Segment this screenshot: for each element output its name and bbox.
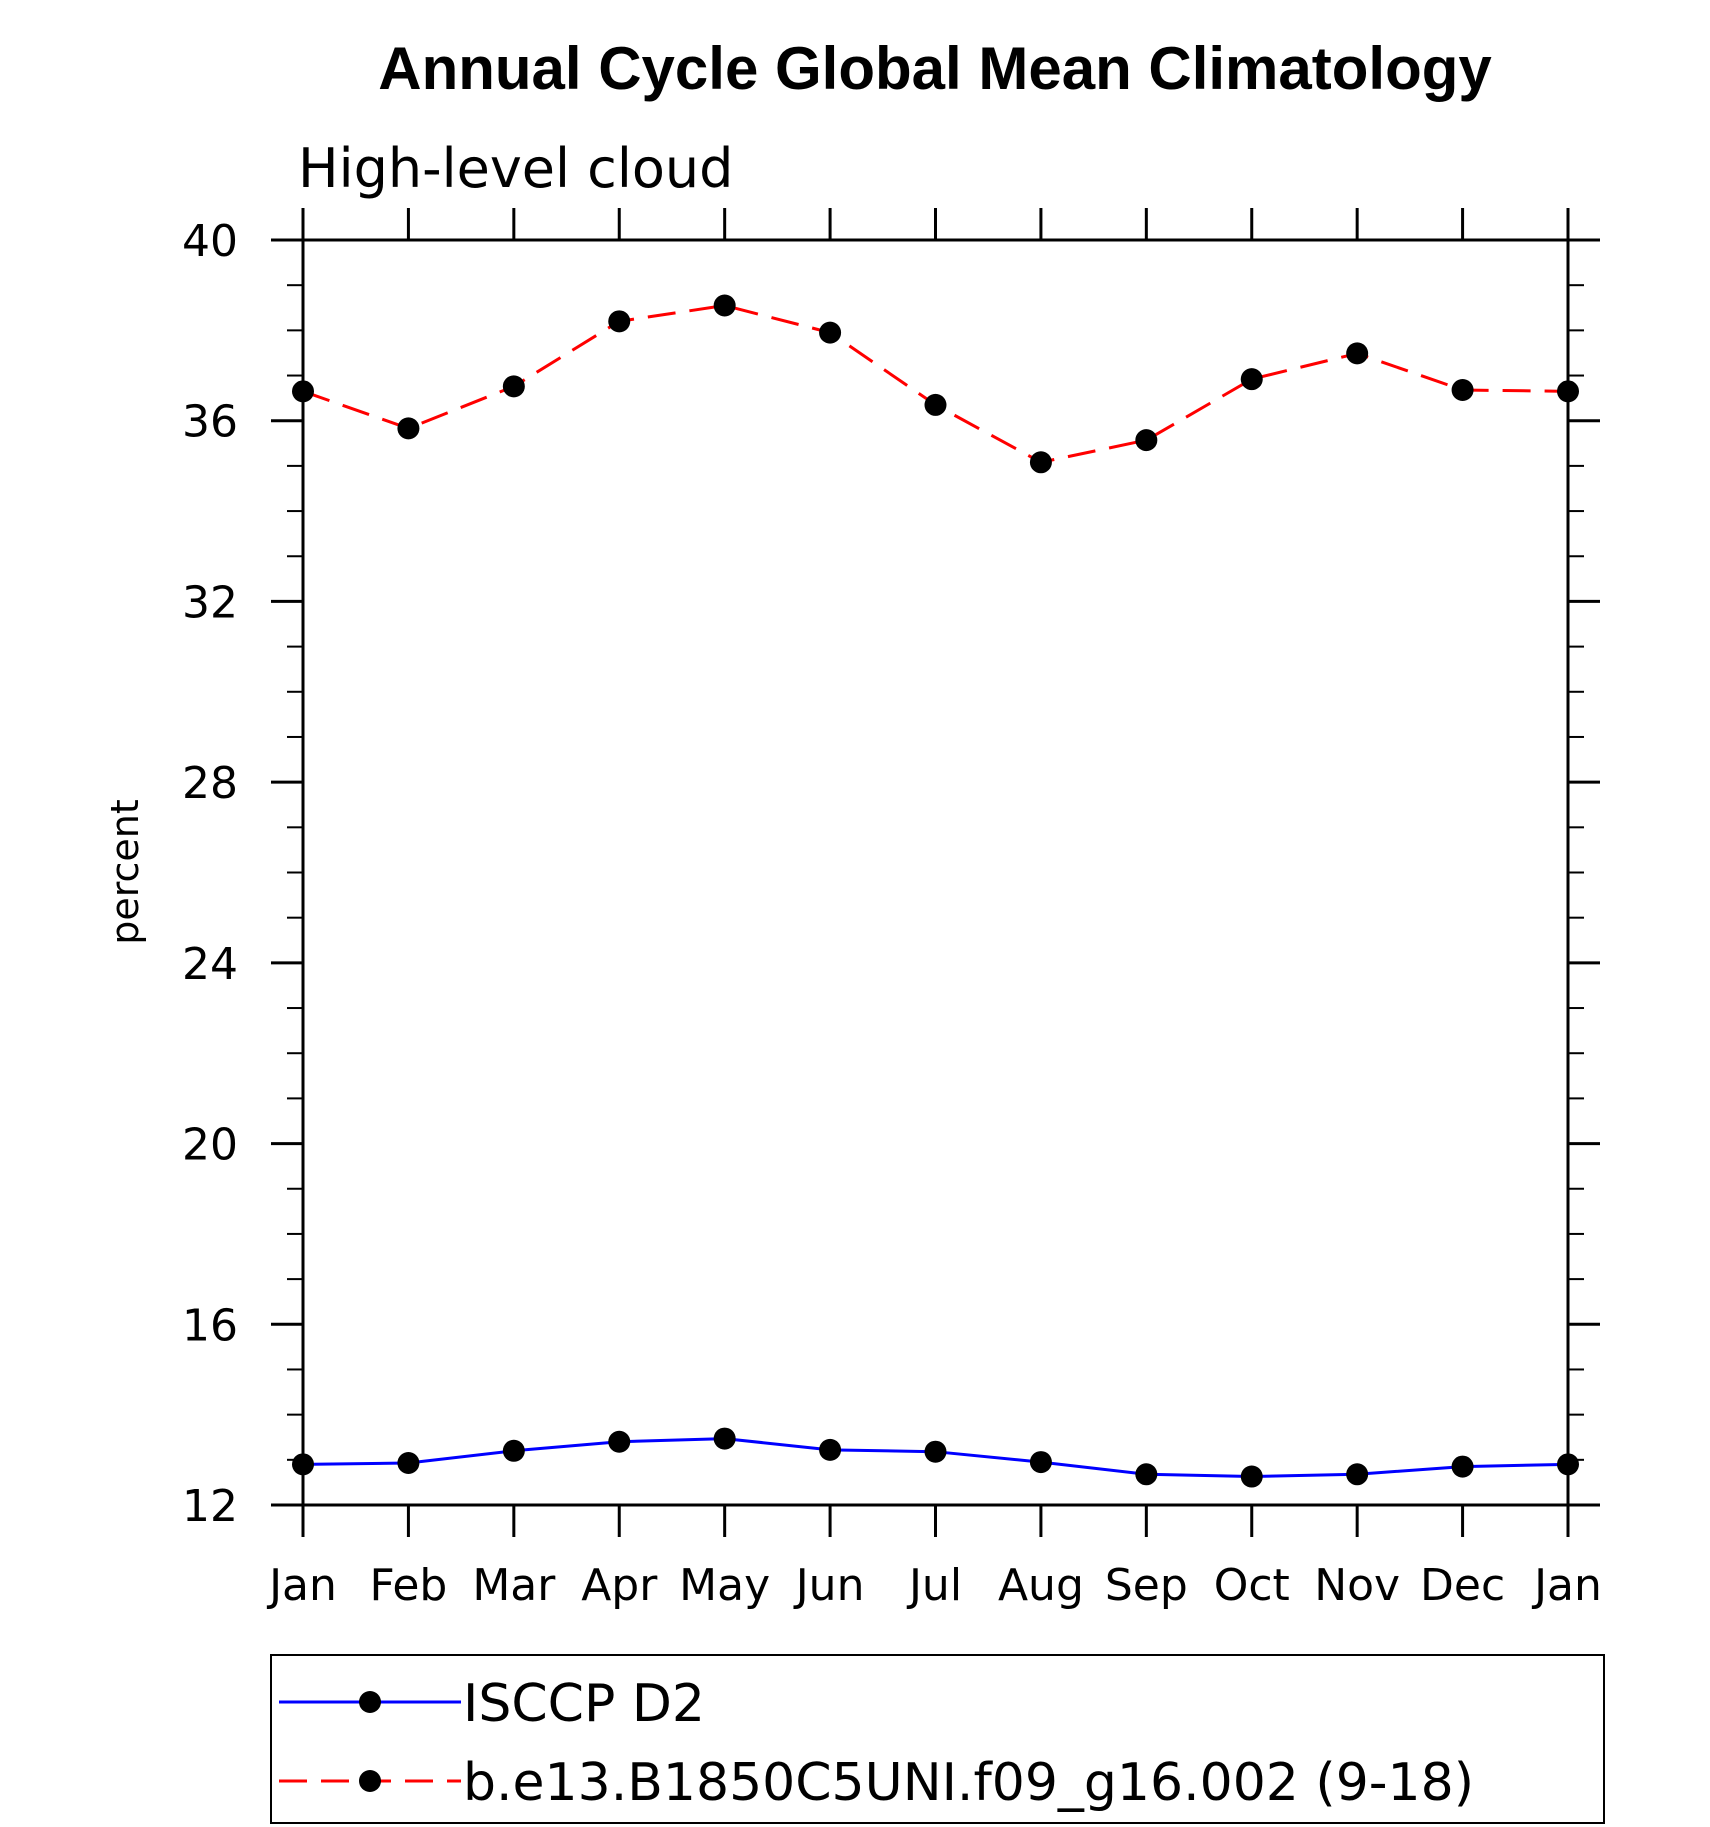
series-line <box>302 303 1569 464</box>
data-point <box>397 417 420 440</box>
legend-marker <box>359 1770 381 1792</box>
y-tick-label: 20 <box>182 1120 238 1171</box>
data-point <box>1135 1463 1158 1486</box>
x-tick-label: Jul <box>906 1560 962 1611</box>
x-tick-label: Sep <box>1105 1560 1188 1611</box>
data-point <box>819 321 842 344</box>
x-tick-label: Jan <box>1531 1560 1602 1611</box>
data-point <box>819 1438 842 1461</box>
y-tick-label: 24 <box>182 939 238 990</box>
y-tick-label: 12 <box>182 1481 238 1532</box>
data-point <box>292 1453 314 1476</box>
y-tick-label: 36 <box>182 397 238 448</box>
data-point <box>397 1451 420 1474</box>
y-tick-label: 32 <box>182 577 238 628</box>
data-point <box>1557 1453 1579 1476</box>
legend-label: b.e13.B1850C5UNI.f09_g16.002 (9-18) <box>463 1753 1474 1813</box>
plot-frame <box>301 238 1570 1507</box>
y-tick-label: 16 <box>182 1300 238 1351</box>
data-point <box>1029 451 1052 474</box>
x-tick-label: Aug <box>998 1560 1084 1611</box>
legend: ISCCP D2 b.e13.B1850C5UNI.f09_g16.002 (9-… <box>270 1654 1605 1824</box>
data-point <box>924 1440 947 1463</box>
data-point <box>1346 342 1369 365</box>
y-tick-label: 40 <box>182 216 238 267</box>
x-tick-label: Feb <box>369 1560 447 1611</box>
plot-border <box>301 238 1570 1507</box>
chart-title: Annual Cycle Global Mean Climatology <box>378 35 1492 102</box>
x-tick-label: May <box>679 1560 770 1611</box>
data-point <box>608 1430 631 1453</box>
legend-marker <box>359 1691 381 1713</box>
data-point <box>1451 378 1474 401</box>
data-point <box>1557 380 1579 403</box>
data-point <box>713 294 736 317</box>
legend-box <box>270 1654 1605 1824</box>
data-point <box>292 380 314 403</box>
x-tick-label: Apr <box>581 1560 658 1611</box>
x-tick-label: Mar <box>472 1560 556 1611</box>
x-tick-label: Oct <box>1214 1560 1290 1611</box>
data-point <box>1240 368 1263 391</box>
axis-ticks: 12 16 20 24 28 32 36 40 Jan Feb Mar Apr May Jun Jul Aug… <box>182 208 1602 1611</box>
data-point <box>502 1439 525 1462</box>
data-point <box>1346 1463 1369 1486</box>
chart-subtitle: High-level cloud <box>298 137 733 200</box>
data-point <box>608 310 631 333</box>
data-point <box>502 375 525 398</box>
x-tick-label: Dec <box>1420 1560 1505 1611</box>
data-point <box>1240 1465 1263 1488</box>
data-point <box>924 393 947 416</box>
data-point <box>713 1427 736 1450</box>
x-tick-label: Nov <box>1314 1560 1400 1611</box>
data-point <box>1451 1455 1474 1478</box>
y-axis-label: percent <box>103 799 147 945</box>
series-layer <box>292 294 1579 1488</box>
x-tick-label: Jan <box>266 1560 337 1611</box>
y-tick-label: 28 <box>182 758 238 809</box>
legend-label: ISCCP D2 <box>463 1674 705 1734</box>
x-tick-label: Jun <box>793 1560 865 1611</box>
data-point <box>1135 429 1158 452</box>
data-point <box>1029 1451 1052 1474</box>
